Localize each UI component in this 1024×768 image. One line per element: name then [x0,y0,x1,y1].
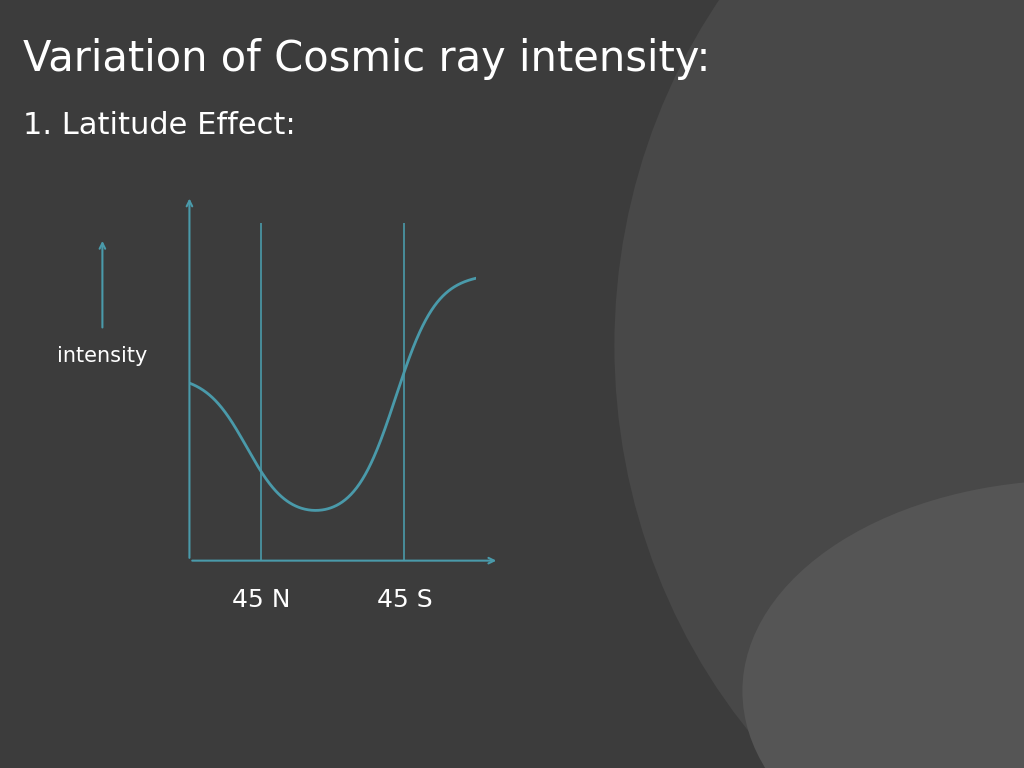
Text: 45 S: 45 S [377,588,432,611]
Text: intensity: intensity [57,346,147,366]
Ellipse shape [742,480,1024,768]
Text: Variation of Cosmic ray intensity:: Variation of Cosmic ray intensity: [23,38,710,81]
Text: 1. Latitude Effect:: 1. Latitude Effect: [23,111,295,141]
Text: 45 N: 45 N [231,588,291,611]
Ellipse shape [614,0,1024,768]
